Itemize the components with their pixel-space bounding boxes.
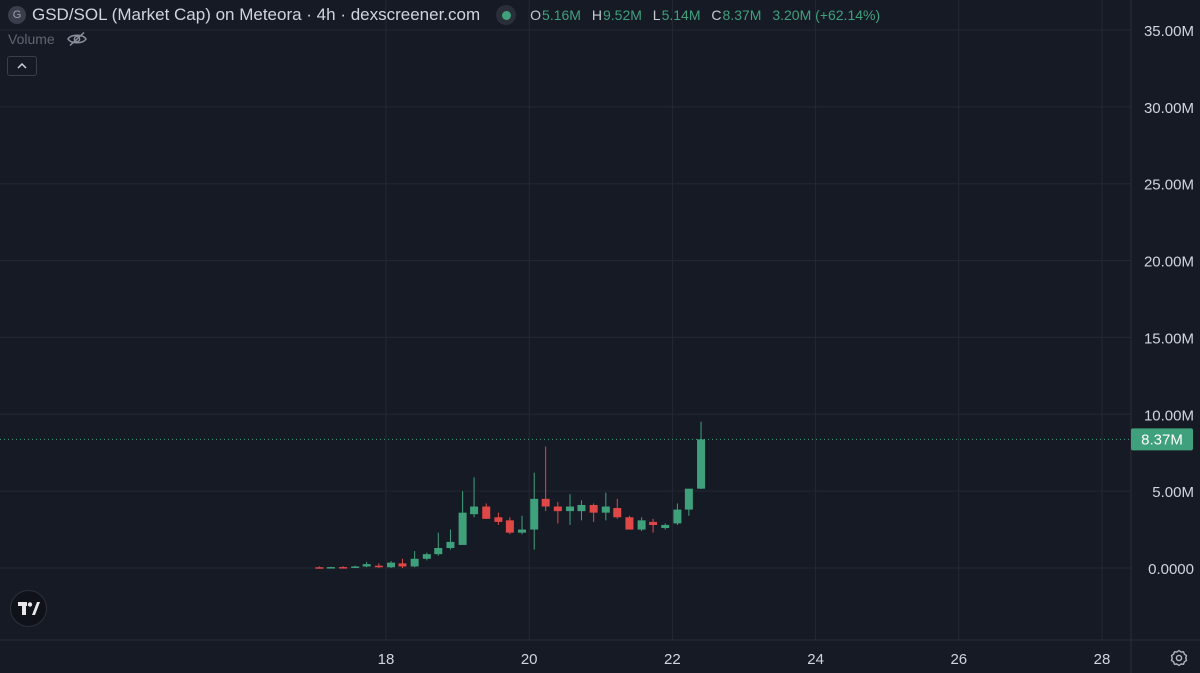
low-label: L [652,7,661,23]
y-tick-label: 25.00M [1144,177,1194,194]
x-tick-label: 20 [521,651,538,668]
candle-body [398,563,407,567]
candle-body [625,517,634,530]
x-tick-label: 24 [807,651,824,668]
x-tick-label: 26 [950,651,967,668]
volume-label: Volume [8,31,55,47]
candle-body [613,508,622,518]
candle-body [649,521,658,525]
candle-body [589,504,598,513]
candle-body [410,558,419,567]
settings-gear-icon[interactable] [1170,649,1188,667]
candle-body [315,567,324,569]
chevron-up-icon [17,62,27,69]
high-value: 9.52M [602,7,642,23]
candle-body [637,520,646,530]
candle-body [374,565,383,568]
change-value: 3.20M (+62.14%) [772,7,881,23]
chart-title: GSD/SOL (Market Cap) on Meteora · 4h · d… [32,5,481,24]
candle-body [494,517,503,522]
y-tick-label: 35.00M [1144,23,1194,40]
tradingview-icon [17,601,40,615]
candle-body [326,567,335,569]
market-status-icon[interactable] [496,5,517,25]
y-tick-label: 20.00M [1144,254,1194,271]
y-tick-label: 15.00M [1144,330,1194,347]
symbol-icon: G [8,6,26,24]
high-label: H [591,7,602,23]
candle-body [387,562,396,568]
last-price-label: 8.37M [1141,431,1183,448]
candle-body [541,498,550,507]
x-tick-label: 28 [1094,651,1111,668]
candle-body [482,506,491,519]
tradingview-logo[interactable] [10,590,47,627]
ohlc-readout: O5.16M H9.52M L5.14M C8.37M 3.20M (+62.1… [530,4,887,26]
candle-body [434,548,443,555]
candle-body [553,506,562,512]
chart-legend: G GSD/SOL (Market Cap) on Meteora · 4h ·… [8,4,887,26]
open-value: 5.16M [542,7,581,23]
candle-body [697,439,706,489]
collapse-legend-button[interactable] [7,56,37,76]
x-tick-label: 18 [378,651,395,668]
low-value: 5.14M [661,7,701,23]
candle-body [566,506,575,512]
candle-body [458,512,467,545]
candle-body [684,488,693,510]
close-value: 8.37M [722,7,762,23]
last-price-badge [1131,428,1193,451]
candle-body [673,509,682,524]
volume-indicator: Volume [8,31,87,47]
candle-body [339,567,348,569]
candle-body [351,566,360,568]
candle-body [577,504,586,512]
candle-body [530,498,539,530]
candle-body [518,529,527,533]
candle-body [505,520,514,533]
close-label: C [711,7,722,23]
candle-body [422,554,431,559]
candle-body [362,564,371,567]
candle-body [470,506,479,515]
candle-body [446,541,455,549]
y-tick-label: 5.00M [1152,484,1194,501]
y-tick-label: 30.00M [1144,100,1194,117]
eye-off-icon[interactable] [66,31,87,47]
open-label: O [530,7,542,23]
candle-body [601,506,610,513]
x-tick-label: 22 [664,651,681,668]
candle-body [661,524,670,529]
y-tick-label: 0.0000 [1148,561,1194,578]
y-tick-label: 10.00M [1144,407,1194,424]
